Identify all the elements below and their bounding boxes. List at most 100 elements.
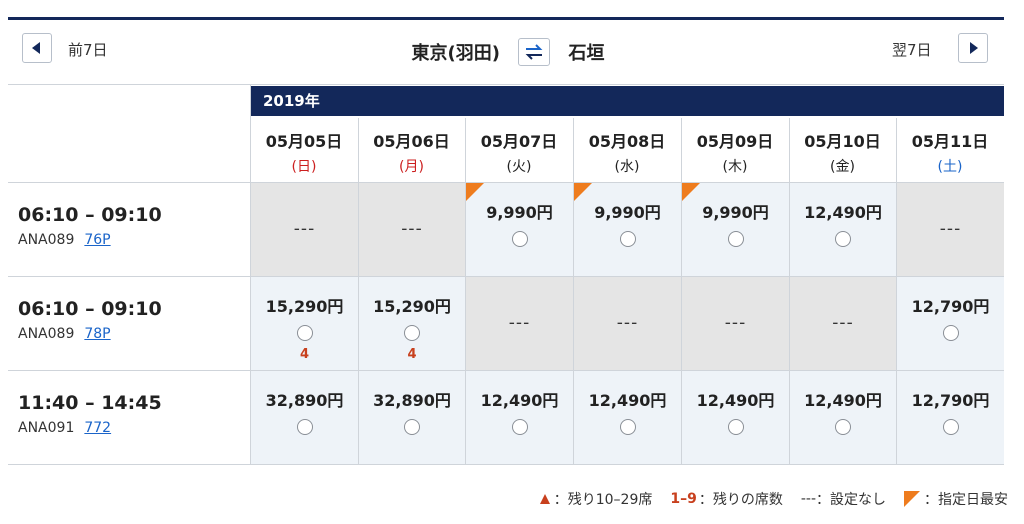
- swap-route-button[interactable]: [518, 38, 551, 66]
- remaining-seats: 4: [299, 347, 310, 362]
- next-week-label[interactable]: 翌7日: [892, 41, 932, 59]
- date-label: 05月08日: [588, 132, 666, 151]
- destination-label: 石垣: [568, 43, 605, 64]
- next-week-button[interactable]: [958, 33, 988, 63]
- remaining-seats: 4: [407, 347, 417, 362]
- date-label: 05月11日: [911, 132, 989, 151]
- fare-radio[interactable]: [619, 419, 636, 435]
- fare-price: 12,490円: [696, 391, 775, 410]
- legend-not-set: --- ：設定なし: [801, 489, 886, 509]
- flight-info: 06:10 – 09:10 ANA089 76P: [18, 204, 162, 248]
- weekday-label: (木): [722, 159, 748, 175]
- weekday-label: (日): [291, 159, 317, 175]
- weekday-label: (火): [506, 159, 532, 175]
- aircraft-link[interactable]: 76P: [84, 232, 111, 248]
- flight-number: ANA091: [18, 420, 75, 436]
- fare-cell[interactable]: 9,990円: [682, 183, 789, 276]
- grid-line: [8, 84, 1004, 85]
- fare-radio[interactable]: [942, 419, 959, 435]
- weekday-label: (土): [937, 159, 963, 175]
- fare-radio[interactable]: [727, 419, 744, 435]
- fare-radio[interactable]: [296, 419, 313, 435]
- fare-cell[interactable]: 12,490円: [466, 371, 573, 464]
- date-header: 05月11日 (土): [896, 118, 1004, 182]
- fare-radio[interactable]: [835, 419, 851, 435]
- fare-cell[interactable]: 32,890円: [359, 371, 465, 464]
- flight-info: 06:10 – 09:10 ANA089 78P: [18, 298, 162, 342]
- date-label: 05月07日: [480, 132, 558, 151]
- prev-week-label[interactable]: 前7日: [68, 41, 108, 59]
- date-label: 05月10日: [804, 132, 881, 151]
- not-set-dash: ---: [293, 219, 316, 239]
- fare-price: 9,990円: [486, 203, 553, 222]
- fare-price: 12,790円: [911, 391, 990, 410]
- legend-dash: ---: [800, 491, 816, 507]
- flight-time: 06:10 – 09:10: [18, 298, 162, 320]
- fare-cell[interactable]: 12,790円: [897, 371, 1004, 464]
- grid-line: [789, 118, 790, 464]
- aircraft-link[interactable]: 78P: [84, 326, 111, 342]
- legend-dash-text: ：設定なし: [816, 492, 886, 508]
- grid-line: [8, 276, 1004, 277]
- fare-radio[interactable]: [404, 325, 420, 341]
- grid-line: [250, 84, 251, 464]
- legend-few-seats-text: ：残り10–29席: [553, 492, 653, 508]
- fare-cell-unavailable: ---: [574, 277, 681, 370]
- fare-radio[interactable]: [942, 325, 959, 341]
- grid-line: [8, 464, 1004, 465]
- chevron-right-icon: [970, 42, 978, 54]
- fare-cell[interactable]: 15,290円 4: [359, 277, 465, 370]
- date-label: 05月06日: [373, 132, 450, 151]
- fare-price: 15,290円: [265, 297, 344, 316]
- legend: ：残り10–29席 1–9 ：残りの席数 --- ：設定なし ：指定日最安: [522, 489, 1008, 509]
- fare-cell[interactable]: 32,890円: [251, 371, 358, 464]
- legend-seat-range-text: ：残りの席数: [698, 492, 783, 508]
- flight-number: ANA089: [18, 326, 75, 342]
- date-header: 05月09日 (木): [681, 118, 789, 182]
- grid-line: [8, 370, 1004, 371]
- year-bar: 2019年: [250, 86, 1004, 116]
- date-header: 05月05日 (日): [250, 118, 358, 182]
- grid-line: [8, 182, 1004, 183]
- fare-cell[interactable]: 12,790円: [897, 277, 1004, 370]
- fare-price: 32,890円: [373, 391, 451, 410]
- flight-info: 11:40 – 14:45 ANA091 772: [18, 392, 162, 436]
- fare-price: 15,290円: [373, 297, 451, 316]
- grid-line: [465, 118, 466, 464]
- fare-radio[interactable]: [835, 231, 851, 247]
- cheapest-flag-icon: [574, 183, 592, 201]
- origin-label: 東京(羽田): [411, 43, 500, 64]
- grid-line: [358, 118, 359, 464]
- cheapest-flag-icon: [904, 491, 920, 507]
- fare-radio[interactable]: [511, 231, 528, 247]
- date-label: 05月05日: [265, 132, 343, 151]
- fare-cell[interactable]: 12,490円: [790, 183, 896, 276]
- legend-cheapest: ：指定日最安: [904, 489, 1008, 509]
- fare-cell[interactable]: 12,490円: [790, 371, 896, 464]
- chevron-left-icon: [32, 42, 40, 54]
- fare-radio[interactable]: [511, 419, 528, 435]
- fare-cell-unavailable: ---: [359, 183, 465, 276]
- fare-cell[interactable]: 9,990円: [466, 183, 573, 276]
- fare-radio[interactable]: [619, 231, 636, 247]
- grid-line: [896, 118, 897, 464]
- fare-price: 12,790円: [911, 297, 990, 316]
- legend-seat-range: 1–9: [670, 491, 697, 507]
- fare-cell-unavailable: ---: [251, 183, 358, 276]
- fare-radio[interactable]: [296, 325, 313, 341]
- warning-triangle-icon: [539, 494, 550, 504]
- fare-radio[interactable]: [404, 419, 420, 435]
- fare-cell[interactable]: 9,990円: [574, 183, 681, 276]
- prev-week-button[interactable]: [22, 33, 52, 63]
- date-header: 05月06日 (月): [358, 118, 465, 182]
- fare-price: 12,490円: [804, 203, 882, 222]
- fare-radio[interactable]: [727, 231, 744, 247]
- weekday-label: (水): [614, 159, 640, 175]
- not-set-dash: ---: [508, 313, 531, 333]
- date-header: 05月07日 (火): [465, 118, 573, 182]
- fare-cell[interactable]: 15,290円 4: [251, 277, 358, 370]
- fare-cell[interactable]: 12,490円: [682, 371, 789, 464]
- aircraft-link[interactable]: 772: [84, 420, 112, 436]
- fare-cell[interactable]: 12,490円: [574, 371, 681, 464]
- not-set-dash: ---: [616, 313, 639, 333]
